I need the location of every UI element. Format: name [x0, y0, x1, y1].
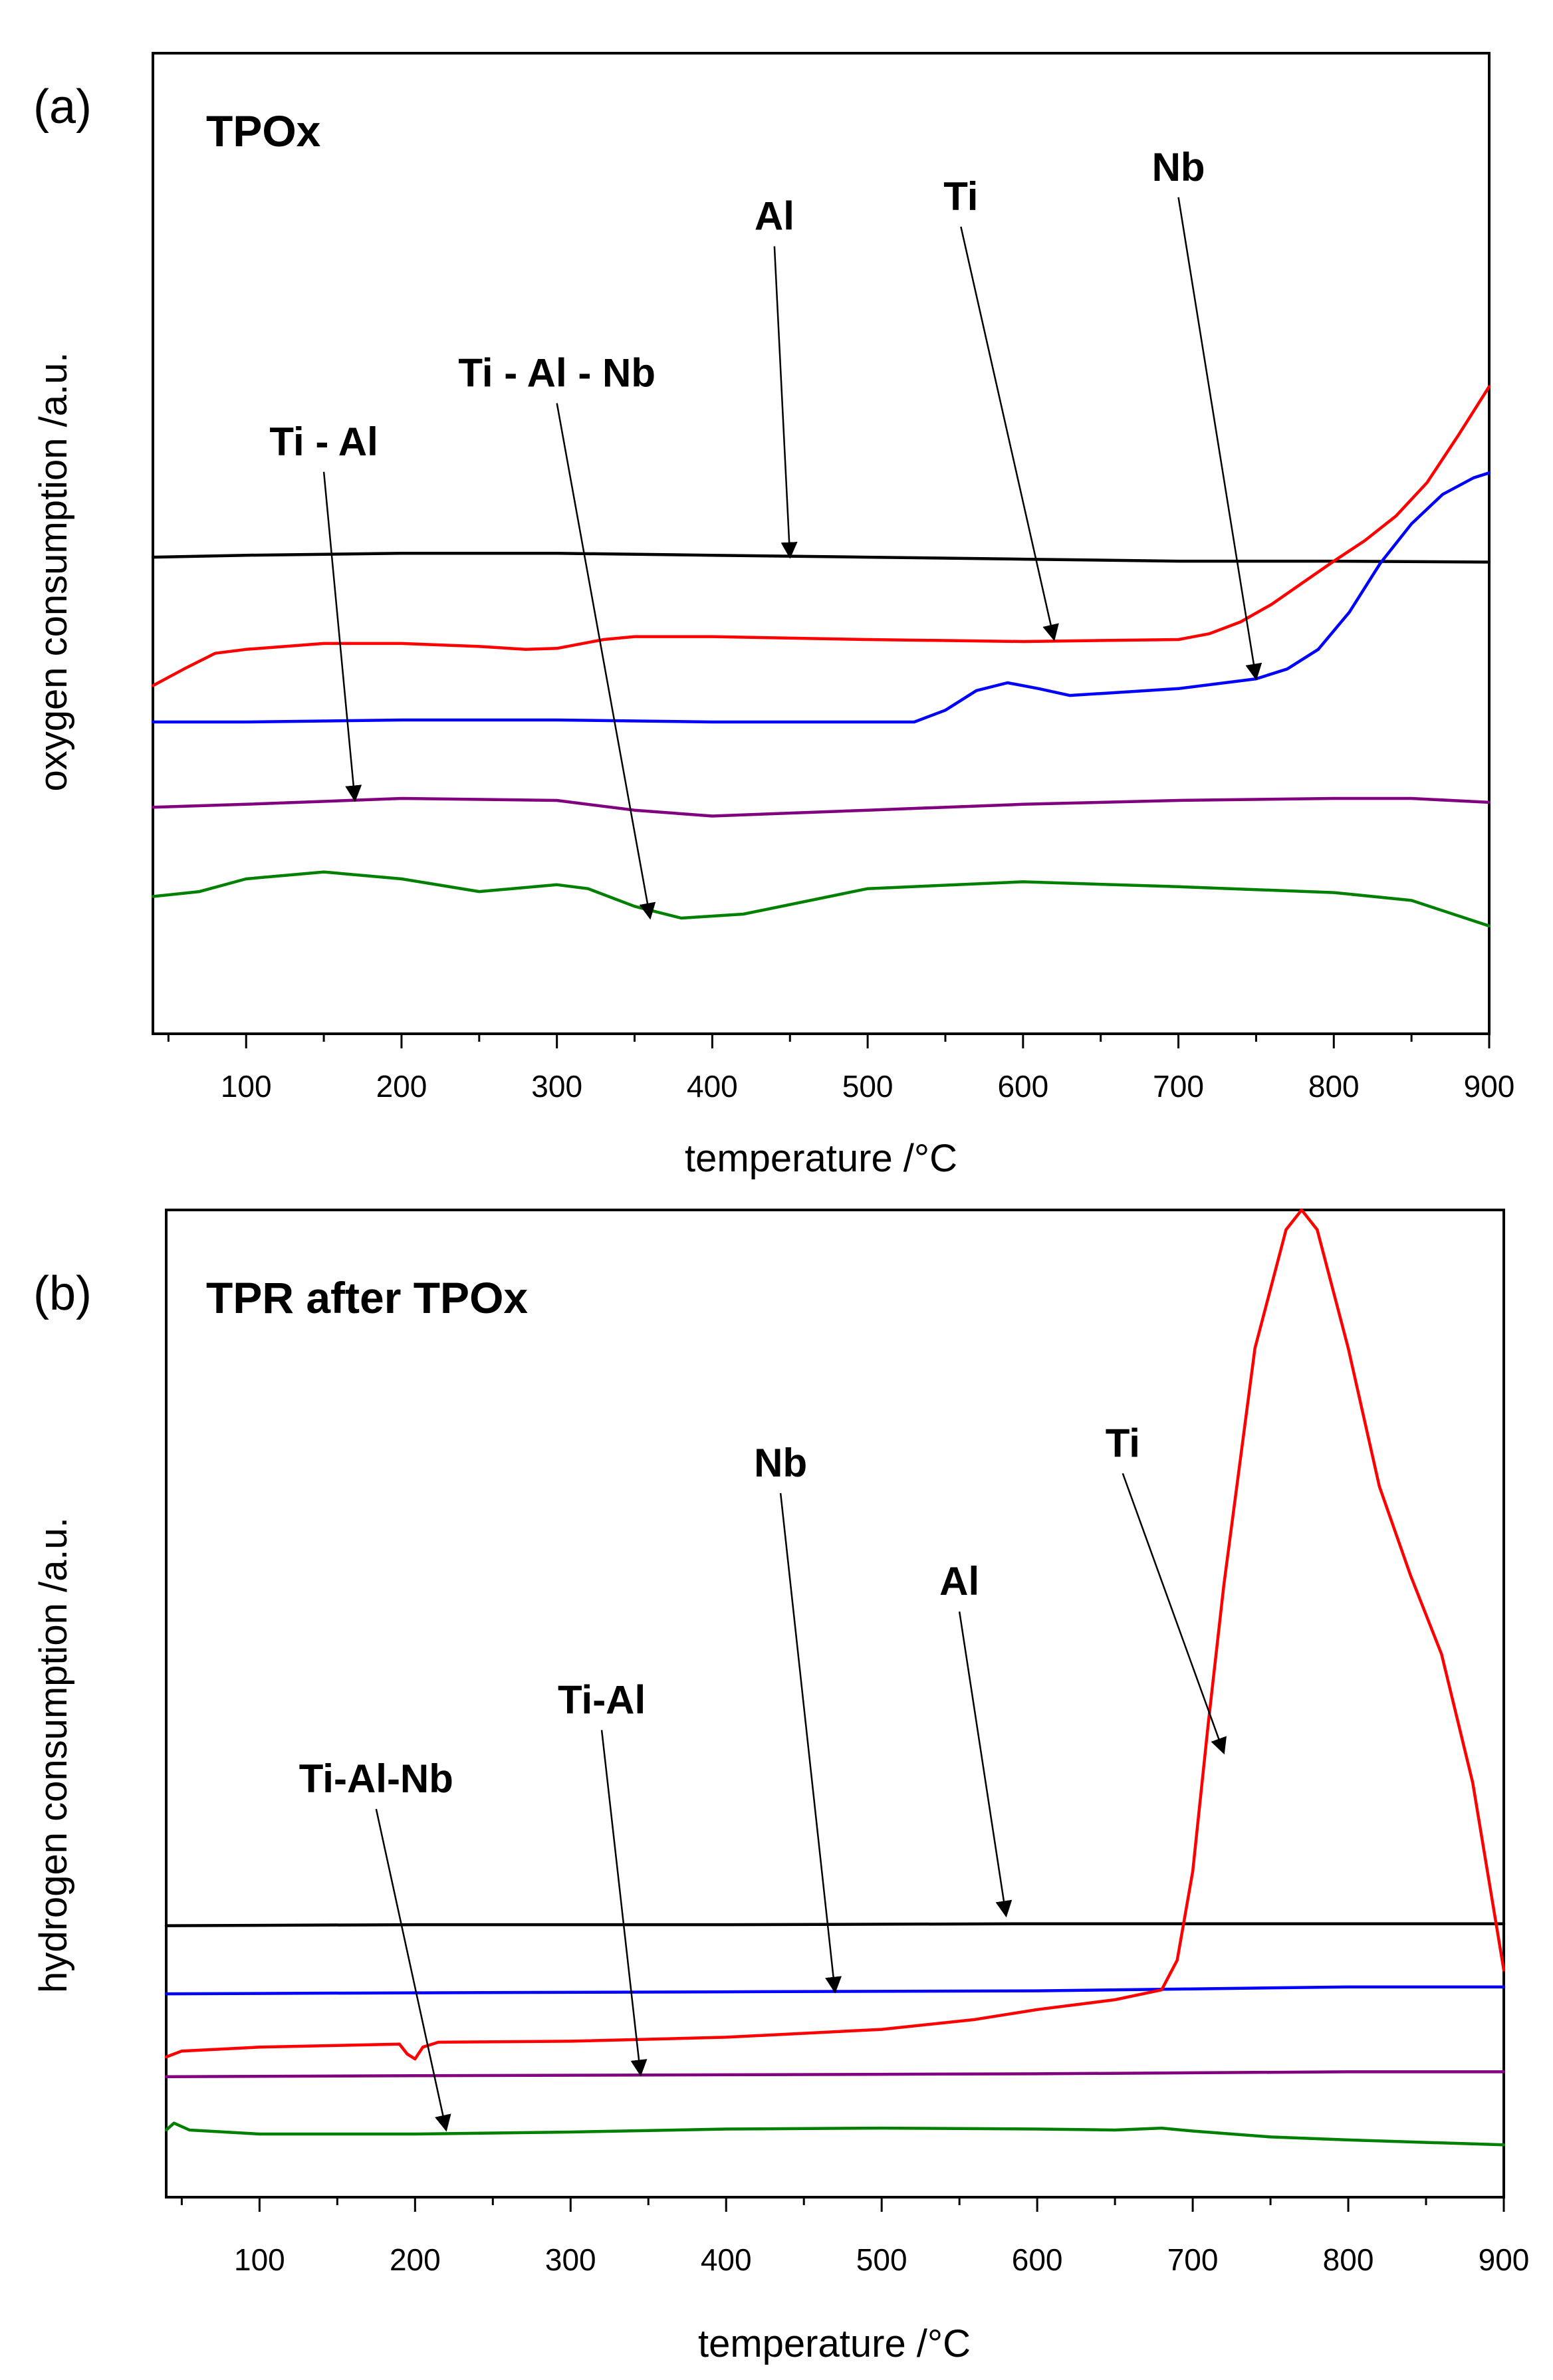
panel-a-x-tick-label-200: 200	[376, 1069, 427, 1104]
panel-a-annotation-ti: Ti	[943, 174, 978, 219]
panel-a-arrow-al	[773, 246, 798, 559]
panel-a-letter: (a)	[33, 80, 92, 134]
panel-b-arrow-ti	[1122, 1473, 1227, 1755]
panel-a-x-tick-label-900: 900	[1464, 1069, 1515, 1104]
panel-a-x-tick-label-600: 600	[997, 1069, 1048, 1104]
panel-b-plot: 100 200 300 400 500 600 700 800 900 Nb Al Ti Ti-Al Ti…	[164, 1208, 1530, 2277]
panel-a-series-ti	[151, 385, 1491, 687]
panel-b-arrow-al	[958, 1611, 1013, 1918]
panel-b-x-tick-label-900: 900	[1479, 2242, 1530, 2277]
panel-b-x-tick-label-800: 800	[1323, 2242, 1374, 2277]
panel-a-plot: 100 200 300 400 500 600 700 800 900 Al Ti Nb Ti - Al…	[151, 52, 1515, 1104]
panel-b-annotation-ti-al: Ti-Al	[558, 1677, 646, 1722]
panel-a-series-ti-al-nb	[151, 870, 1491, 928]
panel-b-arrow-nb	[779, 1492, 842, 1994]
panel-a-x-axis-label: temperature /°C	[685, 1137, 957, 1180]
panel-b-plot-frame	[165, 1209, 1505, 2199]
panel-b-title: TPR after TPOx	[206, 1273, 528, 1322]
panel-b-x-tick-label-600: 600	[1012, 2242, 1063, 2277]
panel-a-annotation-ti-al: Ti - Al	[269, 419, 378, 464]
panel-b-series-al	[164, 1922, 1506, 1927]
panel-a-annotation-nb: Nb	[1152, 145, 1205, 189]
panel-b-x-tick-label-500: 500	[856, 2242, 907, 2277]
panel-b-annotation-ti-al-nb: Ti-Al-Nb	[299, 1756, 453, 1801]
panel-b-x-tick-label-300: 300	[545, 2242, 596, 2277]
panel-b-series-nb	[164, 1985, 1506, 1996]
panel-b-x-tick-label-200: 200	[390, 2242, 441, 2277]
panel-b-series-ti	[164, 1208, 1506, 2061]
panel-b-x-tick-label-100: 100	[234, 2242, 285, 2277]
panel-b-arrow-ti-al	[600, 1730, 648, 2077]
panel-b-x-tick-label-700: 700	[1167, 2242, 1219, 2277]
panel-b-arrow-ti-al-nb	[375, 1808, 451, 2132]
panel-b-x-axis-label: temperature /°C	[698, 2322, 971, 2365]
panel-a-x-tick-label-400: 400	[687, 1069, 738, 1104]
panel-a: (a) TPOx oxygen consumption /a.u. temper…	[32, 52, 1515, 1180]
panel-b-annotation-nb: Nb	[754, 1441, 807, 1485]
panel-a-x-tick-label-700: 700	[1153, 1069, 1204, 1104]
panel-b-series-ti-al	[164, 2070, 1506, 2079]
panel-a-arrow-ti-al	[322, 471, 362, 802]
panel-a-title: TPOx	[206, 106, 321, 156]
panel-a-arrow-nb	[1177, 197, 1262, 681]
panel-a-arrow-ti	[960, 226, 1059, 642]
panel-b-annotation-ti: Ti	[1106, 1421, 1140, 1465]
panel-a-series-ti-al	[151, 796, 1491, 818]
panel-b-y-axis-label: hydrogen consumption /a.u.	[32, 1517, 75, 1993]
panel-a-x-tick-label-500: 500	[842, 1069, 894, 1104]
panel-a-x-tick-label-800: 800	[1308, 1069, 1360, 1104]
panel-a-x-tick-label-100: 100	[221, 1069, 272, 1104]
panel-b: (b) TPR after TPOx hydrogen consumption …	[32, 1208, 1530, 2365]
panel-a-y-axis-label: oxygen consumption /a.u.	[32, 352, 75, 792]
panel-b-series-ti-al-nb	[164, 2121, 1506, 2147]
panel-a-series-nb	[151, 471, 1491, 724]
panel-b-letter: (b)	[33, 1267, 92, 1320]
panel-a-annotation-al: Al	[755, 194, 794, 239]
panel-a-series-al	[151, 552, 1491, 564]
panel-a-x-tick-label-300: 300	[531, 1069, 582, 1104]
panel-a-arrow-ti-al-nb	[556, 403, 656, 920]
panel-a-plot-frame	[152, 52, 1491, 1035]
panel-b-annotation-al: Al	[939, 1559, 979, 1604]
panel-a-annotation-ti-al-nb: Ti - Al - Nb	[458, 351, 656, 396]
panel-b-x-tick-label-400: 400	[701, 2242, 752, 2277]
